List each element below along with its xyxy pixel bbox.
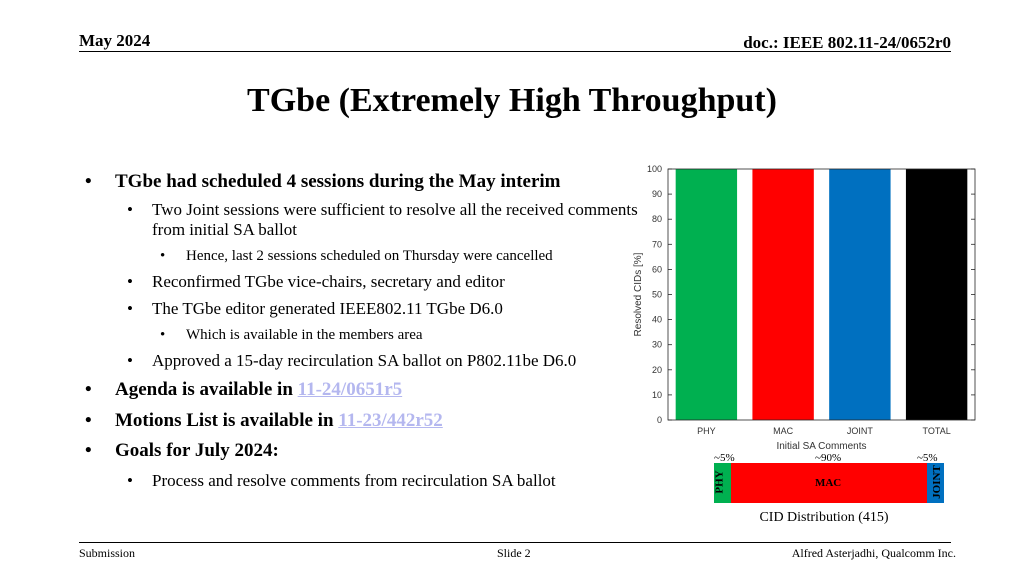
joint-segment-label: JOINT: [931, 465, 944, 499]
x-tick-label: PHY: [697, 426, 716, 436]
bullet-item: • Hence, last 2 sessions scheduled on Thu…: [160, 247, 553, 264]
bullet-item: • Agenda is available in 11-24/0651r5: [85, 378, 403, 400]
bullet-text: Which is available in the members area: [186, 327, 423, 344]
bullet-item: • Process and resolve comments from recir…: [127, 471, 556, 491]
bar-total: [905, 169, 968, 420]
y-tick-label: 50: [652, 290, 662, 300]
mac-percent-label: ~90%: [815, 452, 842, 464]
x-axis-label: Initial SA Comments: [776, 441, 866, 452]
x-tick-label: TOTAL: [923, 426, 951, 436]
bullet-item: • Motions List is available in 11-23/442r…: [85, 409, 443, 431]
x-tick-label: JOINT: [847, 426, 874, 436]
y-tick-label: 30: [652, 340, 662, 350]
joint-percent-label: ~5%: [916, 452, 938, 464]
bullet-text: Process and resolve comments from recirc…: [152, 471, 556, 491]
cid-distribution: ~5% ~90% ~5% PHY MAC JOINT CID Distribut…: [713, 452, 954, 525]
bullet-item: • Two Joint sessions were sufficient to r…: [127, 199, 638, 240]
bullet-text: Reconfirmed TGbe vice-chairs, secretary …: [152, 271, 505, 291]
y-tick-label: 70: [652, 239, 662, 249]
bullet-text: The TGbe editor generated IEEE802.11 TGb…: [152, 298, 503, 318]
bullet-text: Approved a 15-day recirculation SA ballo…: [152, 351, 577, 371]
y-tick-label: 0: [657, 415, 662, 425]
x-tick-label: MAC: [773, 426, 794, 436]
bullet-item: • TGbe had scheduled 4 sessions during th…: [85, 171, 561, 192]
y-tick-label: 90: [652, 189, 662, 199]
bullet-item: • Reconfirmed TGbe vice-chairs, secretary…: [127, 271, 505, 291]
bullet-text: TGbe had scheduled 4 sessions during the…: [115, 171, 561, 192]
bullet-text: Agenda is available in: [115, 378, 298, 400]
y-tick-label: 60: [652, 264, 662, 274]
y-tick-label: 40: [652, 315, 662, 325]
phy-percent-label: ~5%: [714, 452, 735, 464]
footer-author: Alfred Asterjadhi, Qualcomm Inc.: [791, 546, 956, 560]
bullet-item: • The TGbe editor generated IEEE802.11 TG…: [127, 298, 503, 318]
bar-joint: [829, 169, 891, 420]
bullet-item: • Approved a 15-day recirculation SA ball…: [127, 351, 577, 371]
footer-slide-number: Slide 2: [497, 546, 531, 560]
agenda-link[interactable]: 11-24/0651r5: [297, 378, 403, 400]
y-tick-label: 80: [652, 214, 662, 224]
y-tick-label: 10: [652, 390, 662, 400]
bar-mac: [752, 169, 814, 420]
phy-segment-label: PHY: [713, 470, 726, 494]
bullet-item: • Goals for July 2024:: [85, 440, 279, 462]
bullet-item: • Which is available in the members area: [160, 327, 423, 344]
y-tick-label: 100: [647, 164, 662, 174]
footer-submission: Submission: [79, 546, 136, 560]
slide-title: TGbe (Extremely High Throughput): [247, 82, 777, 119]
bullet-text: Hence, last 2 sessions scheduled on Thur…: [186, 247, 553, 264]
footer-rule: [79, 542, 951, 543]
mac-segment-label: MAC: [814, 477, 842, 489]
mac-segment: MAC: [731, 463, 927, 503]
y-tick-label: 20: [652, 365, 662, 375]
bullet-text: Motions List is available in: [115, 409, 339, 431]
y-axis-label: Resolved CIDs [%]: [633, 252, 644, 336]
motions-link[interactable]: 11-23/442r52: [338, 409, 443, 431]
header-date: May 2024: [79, 31, 151, 50]
resolved-cids-chart: PHY MAC JOINT TOTAL 0 10 20 30 40 50 60 70 80 90 100 In…: [633, 164, 976, 452]
phy-segment: PHY: [713, 463, 732, 503]
header-rule: [79, 51, 951, 52]
bullet-text: Two Joint sessions were sufficient to re…: [152, 199, 638, 240]
bar-phy: [675, 169, 738, 420]
joint-segment: JOINT: [926, 463, 944, 503]
distribution-caption: CID Distribution (415): [759, 510, 889, 525]
bullet-list: • TGbe had scheduled 4 sessions during th…: [85, 171, 645, 492]
header-doc-id: doc.: IEEE 802.11-24/0652r0: [743, 33, 951, 52]
bullet-text: Goals for July 2024:: [115, 440, 279, 462]
